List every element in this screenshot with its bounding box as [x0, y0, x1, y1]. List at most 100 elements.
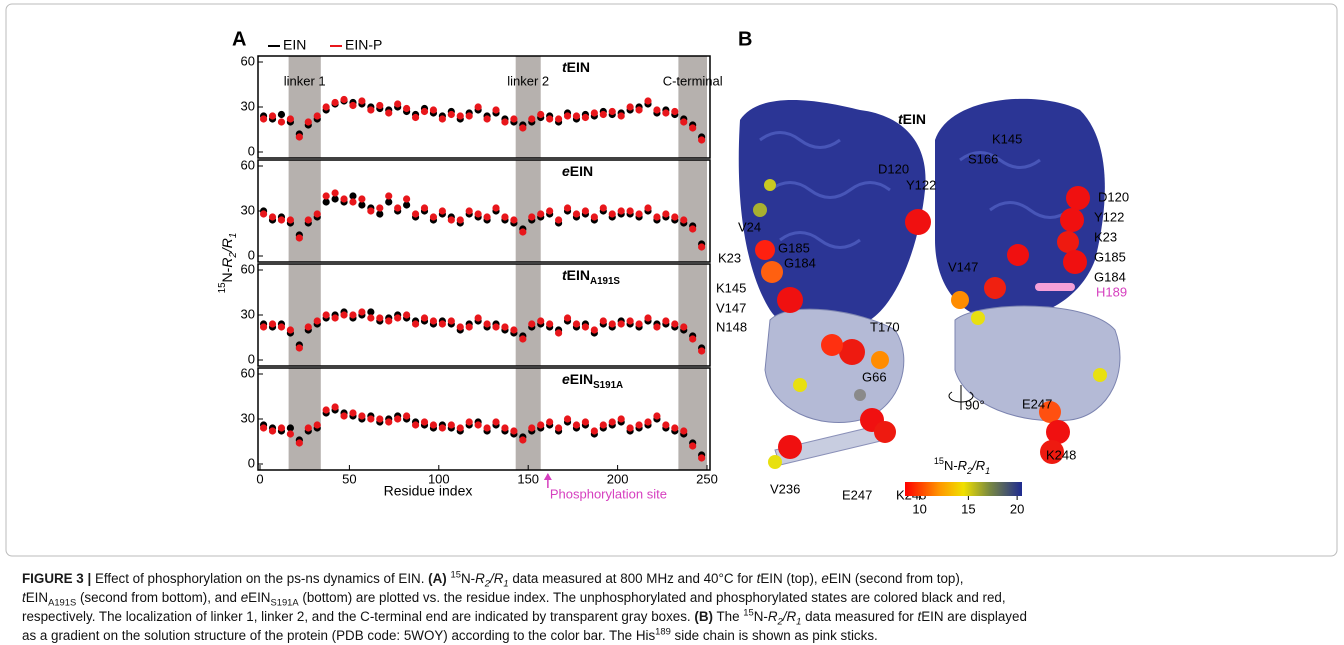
data-point: [492, 204, 500, 212]
data-point: [403, 311, 411, 319]
y-tick-label: 60: [241, 157, 255, 172]
data-point: [465, 323, 473, 331]
data-point: [286, 430, 294, 438]
data-point: [313, 421, 321, 429]
data-point: [286, 326, 294, 334]
text-part: EIN: [570, 163, 593, 179]
caption-text: /: [782, 609, 787, 624]
data-point: [295, 133, 303, 141]
residue-label: K248: [1046, 447, 1076, 462]
residue-label: D120: [878, 161, 909, 176]
data-point: [403, 195, 411, 203]
data-point: [599, 317, 607, 325]
data-point: [277, 323, 286, 331]
x-tick-label: 50: [342, 471, 356, 486]
data-point: [349, 409, 357, 417]
chart-title: eEIN: [562, 163, 593, 179]
data-point: [537, 210, 545, 218]
data-point: [277, 424, 286, 432]
data-point: [501, 424, 509, 432]
data-point: [447, 317, 455, 325]
data-point: [689, 124, 697, 132]
caption-text: t: [756, 571, 761, 586]
text-part: 15: [217, 282, 228, 293]
data-point: [644, 204, 652, 212]
caption-text: (second from bottom), and: [76, 590, 241, 605]
data-point: [331, 403, 339, 411]
caption: FIGURE 3 | Effect of phosphorylation on …: [22, 569, 1332, 645]
structure-right: [935, 98, 1121, 464]
data-point: [698, 347, 706, 355]
data-point: [313, 112, 321, 120]
caption-text: as a gradient on the solution structure …: [22, 628, 656, 643]
data-point: [358, 201, 366, 209]
y-tick-label: 0: [248, 455, 255, 470]
text-part: 2: [966, 466, 972, 476]
caption-text: R: [767, 609, 778, 624]
data-point: [572, 421, 581, 429]
data-point: [617, 415, 625, 423]
residue-label: K145: [716, 280, 746, 295]
linker-region: [515, 368, 541, 470]
data-point: [698, 136, 706, 144]
caption-text: The: [712, 609, 744, 624]
text-part: /: [219, 246, 235, 253]
data-point: [581, 113, 590, 122]
data-point: [277, 118, 286, 126]
caption-text: (A): [428, 571, 447, 586]
data-point: [295, 234, 303, 242]
text-part: 1: [985, 466, 990, 476]
data-point: [590, 326, 598, 334]
caption-text: FIGURE 3 |: [22, 571, 92, 586]
data-point: [411, 113, 420, 122]
data-point: [519, 124, 527, 132]
data-point: [599, 110, 607, 119]
data-point: [331, 314, 339, 322]
data-point: [367, 207, 375, 215]
data-point: [456, 323, 464, 331]
data-point: [483, 213, 491, 221]
y-tick-label: 0: [248, 351, 255, 366]
data-point: [635, 210, 643, 218]
data-point: [608, 418, 616, 426]
data-point: [554, 115, 563, 123]
text-part: e: [562, 163, 570, 179]
data-point: [349, 198, 357, 206]
x-tick-label: 250: [696, 471, 718, 486]
chart-title: eEINS191A: [562, 371, 623, 391]
data-point: [626, 103, 634, 111]
y-tick-label: 60: [241, 261, 255, 276]
data-point: [438, 207, 446, 215]
text-part: EIN: [567, 59, 590, 75]
caption-text: EIN are displayed: [921, 609, 1027, 624]
data-point: [546, 115, 554, 123]
data-point: [394, 100, 402, 108]
data-point: [671, 107, 679, 116]
data-point: [662, 109, 670, 117]
data-point: [554, 329, 563, 337]
data-point: [546, 320, 554, 328]
data-point: [286, 115, 294, 123]
data-point: [429, 213, 438, 221]
caption-text: N-: [460, 571, 476, 586]
caption-text: 2: [484, 578, 490, 589]
residue-label: G185: [1094, 249, 1126, 264]
data-point: [420, 107, 429, 116]
caption-text: t: [917, 609, 922, 624]
rotation-label: 90°: [965, 397, 985, 412]
caption-text: e: [821, 571, 829, 586]
caption-text: S191A: [270, 597, 299, 608]
residue-label: E247: [842, 487, 872, 502]
data-point: [286, 216, 294, 224]
data-point: [635, 421, 643, 429]
legend-label: EIN: [283, 37, 306, 53]
data-point: [563, 314, 572, 322]
data-point: [626, 424, 634, 432]
data-point: [447, 421, 455, 429]
text-part: R: [219, 258, 235, 268]
data-point: [590, 213, 598, 221]
caption-text: (bottom) are plotted vs. the residue ind…: [298, 590, 1006, 605]
data-point: [385, 192, 393, 200]
colorbar-tick-label: 20: [1010, 501, 1024, 516]
